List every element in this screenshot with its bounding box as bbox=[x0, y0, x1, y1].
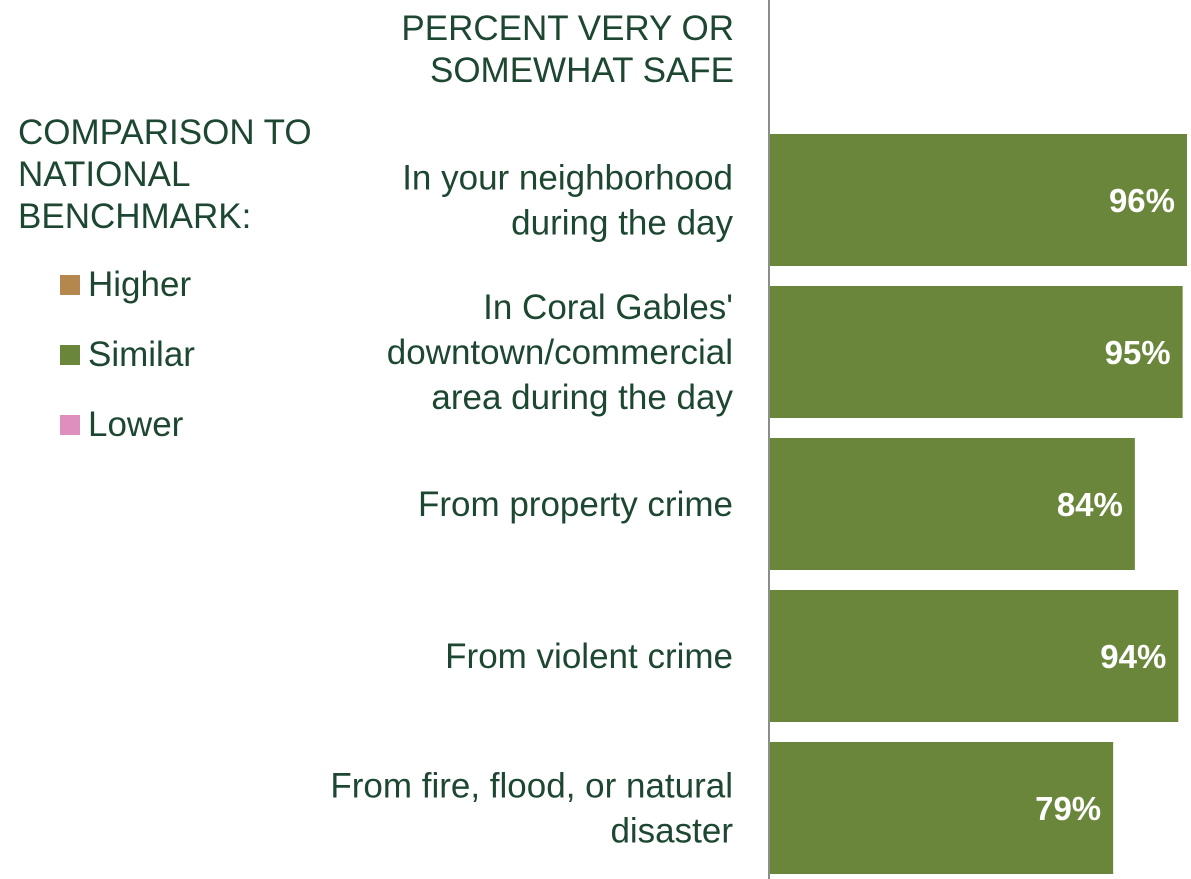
value-label: 79% bbox=[1035, 790, 1101, 827]
bar bbox=[770, 286, 1183, 418]
legend-label: Similar bbox=[88, 335, 195, 374]
legend-label: Higher bbox=[88, 265, 192, 304]
legend-item-lower: Lower bbox=[60, 402, 195, 448]
legend-swatch bbox=[60, 275, 80, 295]
value-label: 95% bbox=[1105, 334, 1171, 371]
value-label: 84% bbox=[1057, 486, 1123, 523]
value-label: 96% bbox=[1109, 182, 1175, 219]
legend-swatch bbox=[60, 415, 80, 435]
bar bbox=[770, 742, 1114, 874]
category-label: In Coral Gables' downtown/commercial area … bbox=[387, 288, 734, 417]
legend-swatch bbox=[60, 345, 80, 365]
chart-title: PERCENT VERY OR SOMEWHAT SAFE bbox=[401, 9, 734, 90]
legend-title: COMPARISON TO NATIONAL BENCHMARK: bbox=[18, 113, 312, 236]
category-label: From violent crime bbox=[445, 637, 733, 676]
bar bbox=[770, 590, 1179, 722]
legend-label: Lower bbox=[88, 405, 184, 444]
legend-item-similar: Similar bbox=[60, 332, 195, 378]
value-label: 94% bbox=[1100, 638, 1166, 675]
legend: Higher Similar Lower bbox=[60, 262, 195, 472]
category-label: From fire, flood, or natural disaster bbox=[330, 767, 733, 851]
category-label: From property crime bbox=[418, 485, 733, 524]
legend-item-higher: Higher bbox=[60, 262, 195, 308]
bar bbox=[770, 134, 1187, 266]
category-label: In your neighborhood during the day bbox=[402, 159, 733, 243]
bar bbox=[770, 438, 1135, 570]
